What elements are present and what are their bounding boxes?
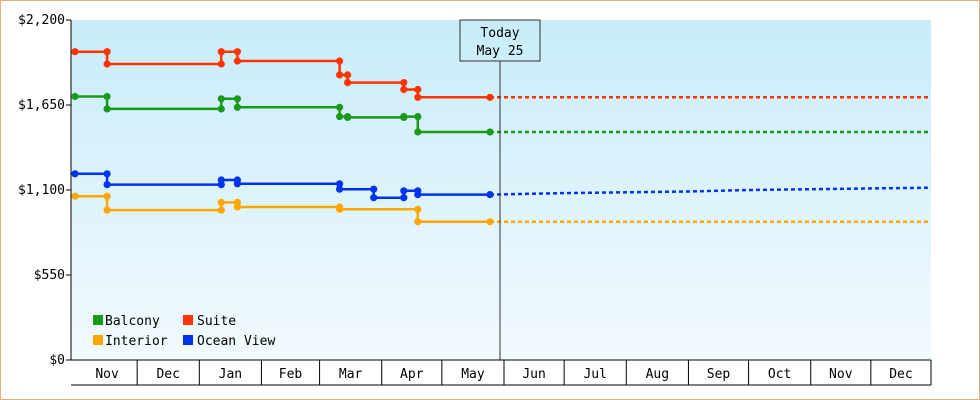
x-month-label: Jul (583, 367, 606, 382)
today-box (459, 19, 541, 62)
series-balcony-point (233, 95, 241, 103)
series-interior-point (414, 205, 422, 213)
series-ocean-view-point (486, 191, 494, 199)
x-month-label: Sep (707, 367, 731, 382)
legend-label-suite: Suite (197, 314, 236, 329)
series-suite (71, 48, 931, 101)
series-ocean-view-point (400, 194, 408, 202)
legend-swatch-balcony (93, 315, 103, 325)
y-tick-label: $0 (49, 353, 65, 368)
x-month-label: Nov (95, 367, 119, 382)
y-tick-label: $2,200 (18, 13, 65, 28)
series-balcony-point (414, 113, 422, 121)
y-tick-label: $1,650 (18, 98, 65, 113)
series-suite-point (486, 93, 494, 101)
series-ocean-view-point (336, 185, 344, 193)
series-suite-point (344, 71, 352, 79)
series-suite-history-line (75, 50, 490, 99)
x-month-label: Jan (219, 367, 242, 382)
legend-swatch-ocean-view (183, 335, 193, 345)
series-balcony (71, 92, 931, 136)
series-balcony-point (414, 128, 422, 136)
series-interior-point (217, 198, 225, 206)
series-interior-point (103, 192, 111, 200)
series-ocean-view-point (400, 187, 408, 195)
series-interior-point (336, 205, 344, 213)
series-suite-point (336, 57, 344, 65)
series-suite-point (414, 85, 422, 94)
series-balcony-point (336, 113, 344, 121)
series-suite-point (71, 48, 79, 56)
series-balcony-point (103, 92, 111, 101)
series-balcony-point (233, 103, 241, 111)
series-suite-point (344, 79, 352, 87)
series-interior-point (217, 206, 225, 214)
series-ocean-view-point (233, 180, 241, 188)
legend-label-ocean-view: Ocean View (197, 334, 275, 349)
x-month-label: Dec (889, 367, 912, 382)
today-label-line2: May 25 (477, 44, 524, 59)
legend-label-balcony: Balcony (105, 314, 160, 329)
x-month-label: Mar (339, 367, 363, 382)
plot-area (71, 20, 931, 360)
series-balcony-point (400, 113, 408, 121)
series-balcony-point (336, 103, 344, 111)
series-balcony-point (486, 128, 494, 136)
series-suite-point (400, 85, 408, 94)
x-month-label: Aug (646, 367, 669, 382)
series-balcony-point (217, 105, 225, 113)
series-interior-point (233, 203, 241, 211)
series-balcony-history-line (75, 95, 490, 134)
y-axis: $0 $550 $1,100 $1,650 $2,200 (18, 13, 72, 368)
today-marker: Today May 25 (459, 19, 541, 360)
series-ocean-view-point (414, 191, 422, 199)
legend-swatch-suite (183, 315, 193, 325)
series-ocean-view-point (71, 170, 79, 178)
series-ocean-view-point (370, 185, 378, 193)
series-ocean-view-forecast-line (489, 186, 932, 196)
series-suite-point (103, 60, 111, 68)
legend: Balcony Suite Interior Ocean View (93, 314, 275, 349)
series-suite-point (336, 71, 344, 79)
series-layer (71, 48, 932, 226)
series-balcony-point (344, 113, 352, 121)
series-ocean-view-point (103, 170, 111, 178)
y-tick-label: $1,100 (18, 183, 65, 198)
series-ocean-view-point (370, 194, 378, 202)
series-interior-point (414, 218, 422, 226)
series-suite-point (414, 93, 422, 101)
series-suite-point (103, 48, 111, 56)
series-interior-point (71, 192, 79, 200)
x-month-label: May (461, 367, 485, 382)
x-month-label: Nov (829, 367, 853, 382)
legend-swatch-interior (93, 335, 103, 345)
today-label-line1: Today (480, 26, 519, 41)
x-axis: Nov Dec Jan Feb Mar Apr May Jun Jul Aug Sep Oct Nov D… (71, 359, 932, 386)
x-month-label: Jun (522, 367, 545, 382)
series-suite-point (233, 57, 241, 65)
legend-label-interior: Interior (105, 334, 168, 349)
y-tick-label: $550 (34, 268, 65, 283)
x-month-label: Feb (279, 367, 303, 382)
series-suite-point (400, 79, 408, 87)
x-month-label: Dec (156, 367, 179, 382)
series-ocean-view-point (336, 180, 344, 188)
series-ocean-view (71, 170, 932, 202)
series-ocean-view-point (217, 176, 225, 184)
series-suite-point (217, 60, 225, 68)
series-balcony-point (71, 92, 79, 101)
series-suite-point (217, 48, 225, 56)
series-ocean-view-point (103, 181, 111, 189)
series-suite-point (233, 48, 241, 56)
x-month-label: Apr (400, 367, 424, 382)
series-interior-point (103, 206, 111, 214)
series-interior (71, 192, 931, 226)
series-balcony-point (217, 95, 225, 103)
x-month-label: Oct (768, 367, 791, 382)
series-interior-point (486, 218, 494, 226)
series-balcony-point (103, 105, 111, 113)
